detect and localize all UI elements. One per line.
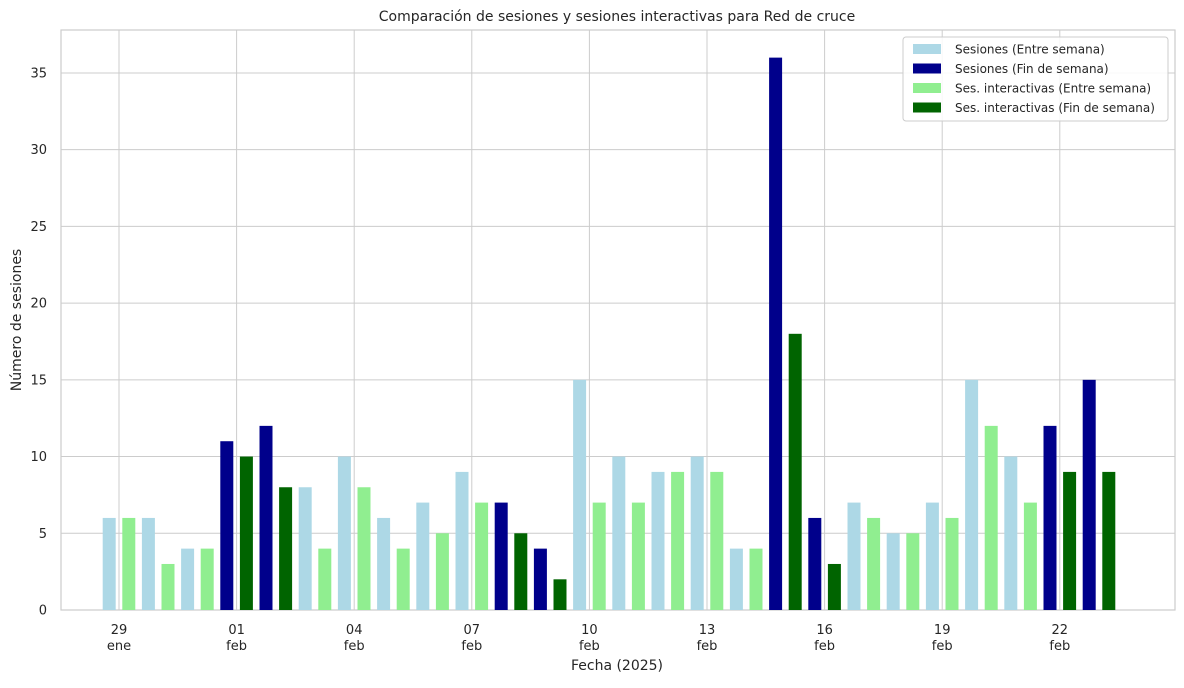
x-tick-label-month: feb [579, 639, 600, 654]
legend-label: Sesiones (Fin de semana) [955, 62, 1109, 76]
y-tick-label: 30 [30, 143, 47, 158]
x-tick-label-day: 19 [934, 623, 951, 638]
x-tick-label-month: feb [1049, 639, 1070, 654]
bar [200, 548, 214, 610]
y-tick-label: 15 [30, 373, 47, 388]
bar [533, 548, 547, 610]
x-tick-label-day: 22 [1052, 623, 1069, 638]
bar [553, 579, 567, 610]
bar [827, 563, 841, 610]
y-tick-label: 5 [39, 527, 47, 542]
bar [377, 517, 391, 610]
bar [847, 502, 861, 610]
bar [886, 533, 900, 610]
x-tick-label-day: 16 [816, 623, 833, 638]
legend-label: Sesiones (Entre semana) [955, 43, 1105, 57]
bar [984, 425, 998, 610]
y-tick-label: 35 [30, 66, 47, 81]
bar [239, 456, 253, 610]
bar [1043, 425, 1057, 610]
x-tick-label-month: feb [814, 639, 835, 654]
bar [1063, 471, 1077, 610]
x-tick-label-day: 13 [699, 623, 716, 638]
bar [808, 517, 822, 610]
bar [141, 517, 155, 610]
bar [161, 563, 175, 610]
bar [357, 487, 371, 610]
legend-swatch [913, 102, 941, 113]
bar [396, 548, 410, 610]
bar [573, 379, 587, 610]
legend-swatch [913, 63, 941, 74]
bar [749, 548, 763, 610]
bar [965, 379, 979, 610]
x-tick-label-day: 01 [228, 623, 245, 638]
bar [102, 517, 116, 610]
bars [102, 57, 1116, 611]
bar [769, 57, 783, 611]
bar [337, 456, 351, 610]
legend-label: Ses. interactivas (Entre semana) [955, 82, 1151, 96]
legend-label: Ses. interactivas (Fin de semana) [955, 101, 1155, 115]
bar [259, 425, 273, 610]
bar [416, 502, 430, 610]
bar [1102, 471, 1116, 610]
bar [925, 502, 939, 610]
bar [729, 548, 743, 610]
bar [592, 502, 606, 610]
bar [298, 487, 312, 610]
legend-swatch [913, 83, 941, 93]
y-tick-label: 20 [30, 297, 47, 312]
bar [494, 502, 508, 610]
bar [122, 517, 136, 610]
y-axis-label: Número de sesiones [9, 249, 25, 391]
bar [631, 502, 645, 610]
y-tick-label: 0 [39, 604, 47, 619]
bar [181, 548, 195, 610]
x-axis-label: Fecha (2025) [571, 658, 663, 674]
x-tick-label-month: feb [344, 639, 365, 654]
x-tick-label-month: feb [226, 639, 247, 654]
y-tick-label: 25 [30, 220, 47, 235]
bar [1023, 502, 1037, 610]
bar [788, 333, 802, 610]
bar [318, 548, 332, 610]
bar [514, 533, 528, 610]
bar [906, 533, 920, 610]
chart-title: Comparación de sesiones y sesiones inter… [379, 9, 856, 25]
bar [455, 471, 469, 610]
bar [279, 487, 293, 610]
bar [220, 441, 234, 610]
bar [475, 502, 489, 610]
x-tick-label-day: 07 [464, 623, 481, 638]
x-tick-label-month: ene [107, 639, 131, 654]
bar [671, 471, 685, 610]
y-tick-label: 10 [30, 450, 47, 465]
x-tick-label-day: 04 [346, 623, 363, 638]
x-tick-label-day: 29 [111, 623, 128, 638]
x-tick-label-month: feb [932, 639, 953, 654]
bar [1082, 379, 1096, 610]
bar [651, 471, 665, 610]
x-tick-label-month: feb [697, 639, 718, 654]
bar [710, 471, 724, 610]
legend-swatch [913, 44, 941, 54]
bar [945, 517, 959, 610]
bar [867, 517, 881, 610]
bar [1004, 456, 1018, 610]
bar [612, 456, 626, 610]
bar [435, 533, 449, 610]
x-tick-label-day: 10 [581, 623, 598, 638]
bar [690, 456, 704, 610]
legend: Sesiones (Entre semana) Sesiones (Fin de … [902, 36, 1169, 122]
legend-frame [902, 36, 1169, 122]
x-tick-label-month: feb [461, 639, 482, 654]
